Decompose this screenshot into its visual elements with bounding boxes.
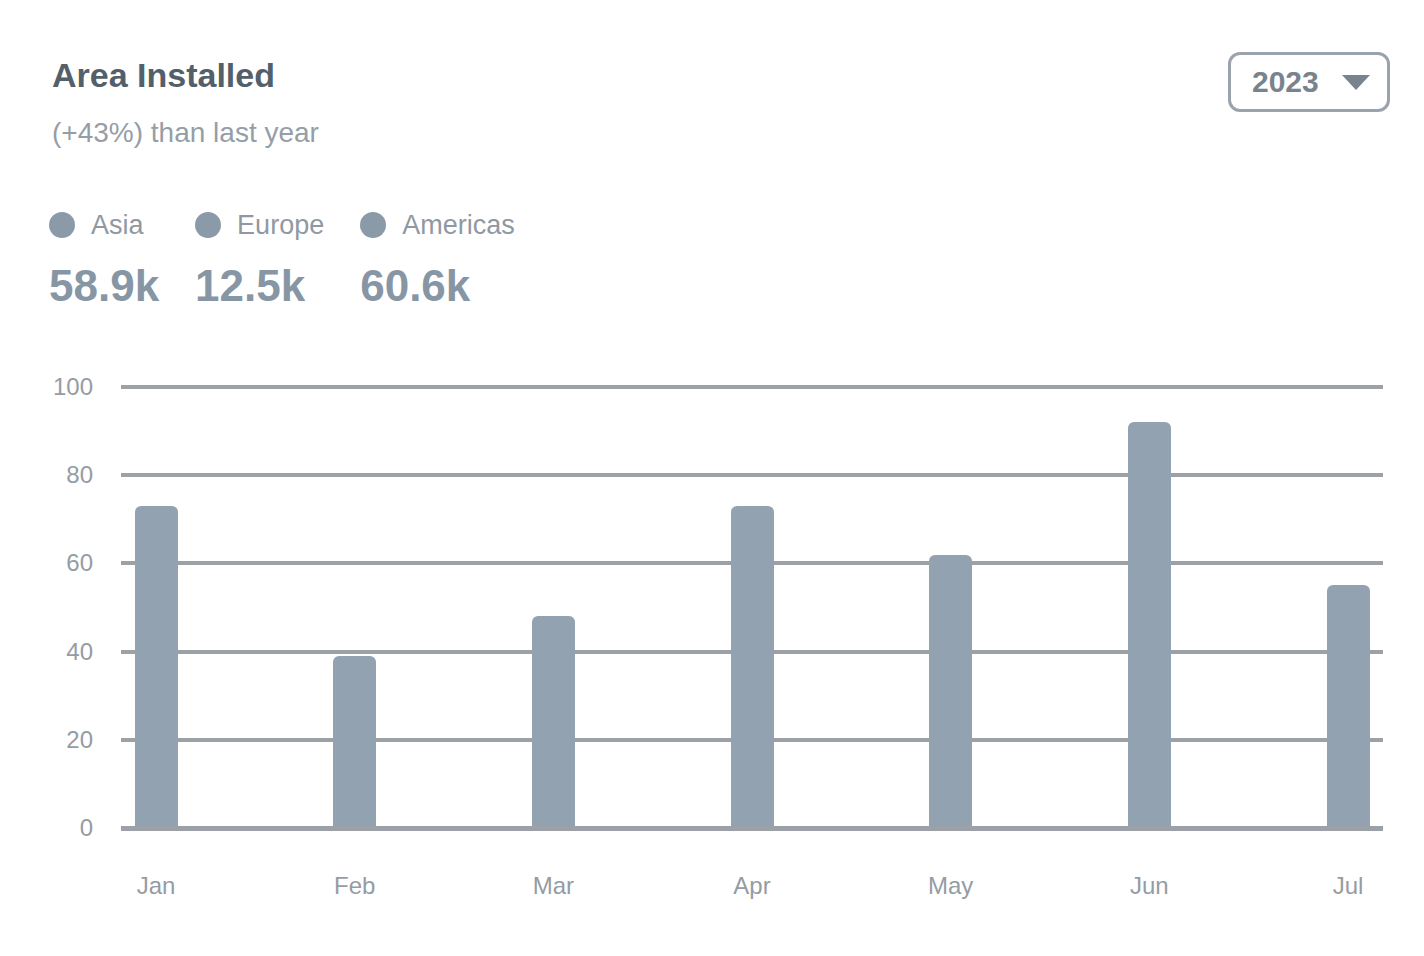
y-axis-tick-label: 60: [66, 549, 93, 577]
x-axis-tick-label: Jan: [137, 872, 176, 900]
x-axis-tick-label: Jun: [1130, 872, 1169, 900]
legend-label: Americas: [402, 210, 515, 241]
y-axis-labels: 020406080100: [0, 387, 93, 828]
y-axis-tick-label: 100: [53, 373, 93, 401]
chart-subtitle: (+43%) than last year: [52, 117, 319, 149]
x-axis-tick-label: Apr: [733, 872, 770, 900]
bar-jul[interactable]: [1327, 585, 1370, 828]
legend-dot-icon: [195, 212, 221, 238]
bar-apr[interactable]: [731, 506, 774, 828]
bar-mar[interactable]: [532, 616, 575, 828]
bar-may[interactable]: [929, 555, 972, 828]
x-axis-tick-label: Mar: [533, 872, 574, 900]
legend-value: 60.6k: [360, 261, 515, 311]
y-axis-tick-label: 0: [80, 814, 93, 842]
bar-feb[interactable]: [333, 656, 376, 828]
chart-title: Area Installed: [52, 56, 275, 95]
legend-label: Asia: [91, 210, 144, 241]
x-axis-tick-label: Feb: [334, 872, 375, 900]
y-axis-tick-label: 80: [66, 461, 93, 489]
bar-jan[interactable]: [135, 506, 178, 828]
legend-item-europe: Europe 12.5k: [195, 203, 324, 311]
y-axis-tick-label: 40: [66, 638, 93, 666]
x-axis-labels: Jan Feb Mar Apr May Jun Jul: [121, 872, 1383, 912]
legend-item-americas: Americas 60.6k: [360, 203, 515, 311]
gridline: [121, 473, 1383, 477]
chart-legend: Asia 58.9k Europe 12.5k Americas 60.6k: [49, 203, 515, 311]
legend-dot-icon: [49, 212, 75, 238]
bar-jun[interactable]: [1128, 422, 1171, 828]
x-axis-line: [121, 826, 1383, 831]
x-axis-tick-label: Jul: [1333, 872, 1364, 900]
gridline: [121, 385, 1383, 389]
year-select-value: 2023: [1252, 65, 1319, 99]
legend-item-asia: Asia 58.9k: [49, 203, 159, 311]
chart-plot-area: [121, 387, 1383, 828]
chevron-down-icon: [1342, 75, 1370, 90]
y-axis-tick-label: 20: [66, 726, 93, 754]
legend-label: Europe: [237, 210, 324, 241]
legend-value: 58.9k: [49, 261, 159, 311]
legend-value: 12.5k: [195, 261, 324, 311]
legend-dot-icon: [360, 212, 386, 238]
x-axis-tick-label: May: [928, 872, 973, 900]
year-select-dropdown[interactable]: 2023: [1228, 52, 1390, 112]
